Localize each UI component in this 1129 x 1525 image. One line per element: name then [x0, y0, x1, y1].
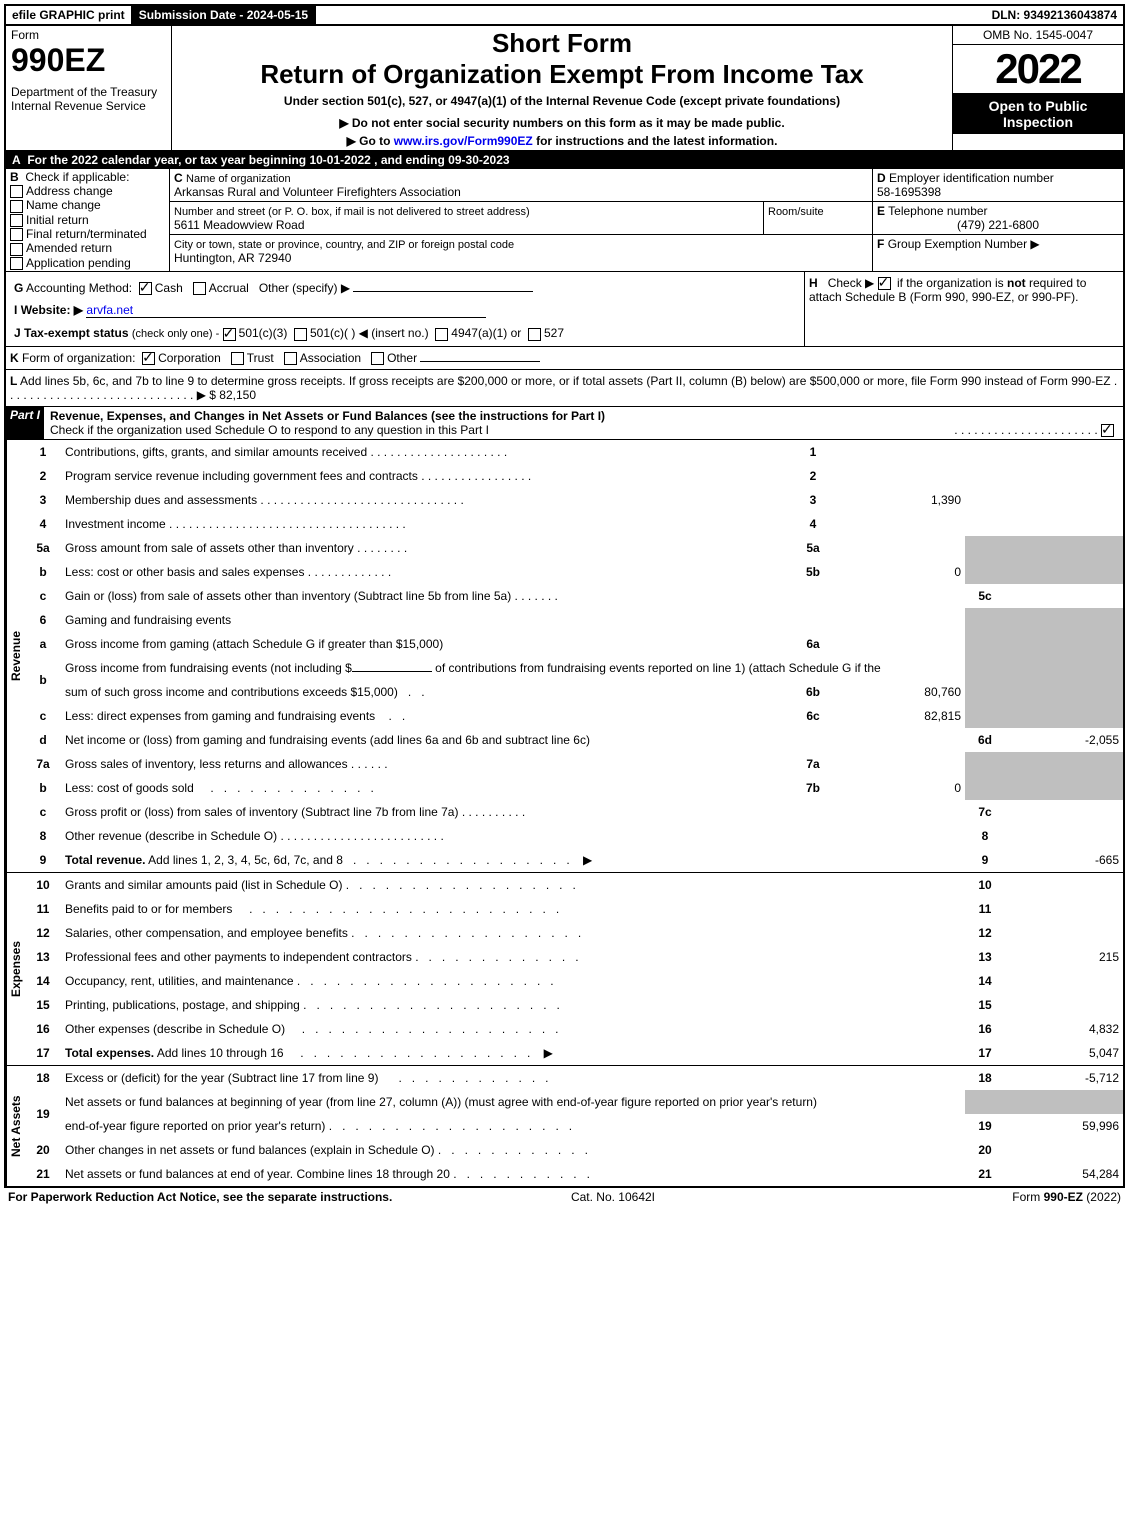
subtitle: Under section 501(c), 527, or 4947(a)(1)…	[177, 94, 947, 108]
part1-label: Part I	[6, 407, 44, 439]
ssn-warning: ▶ Do not enter social security numbers o…	[177, 116, 947, 130]
efile-label[interactable]: efile GRAPHIC print	[6, 6, 133, 24]
city-label: City or town, state or province, country…	[174, 239, 514, 251]
street: 5611 Meadowview Road	[174, 218, 305, 232]
groupex-label: Group Exemption Number ▶	[888, 237, 1040, 251]
revenue-label: Revenue	[6, 440, 25, 872]
cb-4947[interactable]	[435, 328, 448, 341]
other-method-input[interactable]	[353, 291, 533, 292]
cb-501c[interactable]	[294, 328, 307, 341]
city: Huntington, AR 72940	[174, 251, 291, 265]
identity-block: B Check if applicable: Address change Na…	[6, 169, 1123, 272]
website-label: Website: ▶	[21, 303, 83, 317]
part1-header: Part I Revenue, Expenses, and Changes in…	[6, 407, 1123, 440]
c-name-label: Name of organization	[186, 173, 291, 185]
footer-left: For Paperwork Reduction Act Notice, see …	[8, 1190, 392, 1204]
cb-schedO[interactable]	[1101, 424, 1114, 437]
k-row: K Form of organization: Corporation Trus…	[6, 347, 1123, 370]
open-public: Open to Public Inspection	[953, 94, 1123, 134]
ein-label: Employer identification number	[889, 171, 1054, 185]
footer-right: Form 990-EZ (2022)	[1012, 1190, 1121, 1204]
cb-527[interactable]	[528, 328, 541, 341]
cb-other-org[interactable]	[371, 352, 384, 365]
phone-label: Telephone number	[888, 204, 987, 218]
netassets-section: Net Assets 18Excess or (deficit) for the…	[6, 1066, 1123, 1186]
submission-date: Submission Date - 2024-05-15	[133, 6, 316, 24]
cb-501c3[interactable]	[223, 328, 236, 341]
form-header: Form 990EZ Department of the Treasury In…	[6, 26, 1123, 151]
street-label: Number and street (or P. O. box, if mail…	[174, 206, 530, 218]
form-container: efile GRAPHIC print Submission Date - 20…	[4, 4, 1125, 1188]
footer-cat: Cat. No. 10642I	[571, 1190, 655, 1204]
cb-cash[interactable]	[139, 282, 152, 295]
l-row: L Add lines 5b, 6c, and 7b to line 9 to …	[6, 370, 1123, 407]
tax-year: 2022	[953, 45, 1123, 94]
gross-receipts: 82,150	[219, 388, 256, 402]
k-label: Form of organization:	[22, 351, 135, 365]
org-name: Arkansas Rural and Volunteer Firefighter…	[174, 185, 461, 199]
cb-accrual[interactable]	[193, 282, 206, 295]
page-footer: For Paperwork Reduction Act Notice, see …	[4, 1188, 1125, 1206]
expenses-section: Expenses 10Grants and similar amounts pa…	[6, 873, 1123, 1066]
cb-assoc[interactable]	[284, 352, 297, 365]
room-label: Room/suite	[768, 206, 824, 218]
cb-address[interactable]: Address change	[10, 184, 165, 198]
website-link[interactable]: arvfa.net	[86, 303, 486, 318]
h-check: Check ▶	[828, 276, 875, 290]
form-word: Form	[11, 28, 166, 42]
b-label: Check if applicable:	[25, 170, 129, 184]
cb-name[interactable]: Name change	[10, 198, 165, 212]
section-a-text: For the 2022 calendar year, or tax year …	[27, 153, 509, 167]
part1-check-text: Check if the organization used Schedule …	[50, 423, 489, 437]
g-h-row: G Accounting Method: Cash Accrual Other …	[6, 272, 1123, 347]
goto-link[interactable]: ▶ Go to www.irs.gov/Form990EZ for instru…	[177, 134, 947, 148]
cb-trust[interactable]	[231, 352, 244, 365]
l-text: Add lines 5b, 6c, and 7b to line 9 to de…	[20, 374, 1111, 388]
j-label: Tax-exempt status	[24, 326, 128, 340]
expenses-label: Expenses	[6, 873, 25, 1065]
netassets-label: Net Assets	[6, 1066, 25, 1186]
cb-amended[interactable]: Amended return	[10, 241, 165, 255]
cb-schedb[interactable]	[878, 277, 891, 290]
revenue-section: Revenue 1Contributions, gifts, grants, a…	[6, 440, 1123, 873]
cb-initial[interactable]: Initial return	[10, 213, 165, 227]
acct-label: Accounting Method:	[26, 281, 132, 295]
omb: OMB No. 1545-0047	[953, 26, 1123, 45]
cb-final[interactable]: Final return/terminated	[10, 227, 165, 241]
dept-label: Department of the Treasury Internal Reve…	[11, 85, 166, 113]
phone: (479) 221-6800	[877, 218, 1119, 232]
cb-pending[interactable]: Application pending	[10, 256, 165, 270]
ein: 58-1695398	[877, 185, 941, 199]
form-number: 990EZ	[11, 42, 166, 79]
section-a: A For the 2022 calendar year, or tax yea…	[6, 151, 1123, 169]
dln: DLN: 93492136043874	[986, 6, 1123, 24]
cb-corp[interactable]	[142, 352, 155, 365]
return-title: Return of Organization Exempt From Incom…	[177, 59, 947, 90]
short-form-title: Short Form	[177, 28, 947, 59]
part1-title: Revenue, Expenses, and Changes in Net As…	[50, 409, 605, 423]
top-bar: efile GRAPHIC print Submission Date - 20…	[6, 6, 1123, 26]
